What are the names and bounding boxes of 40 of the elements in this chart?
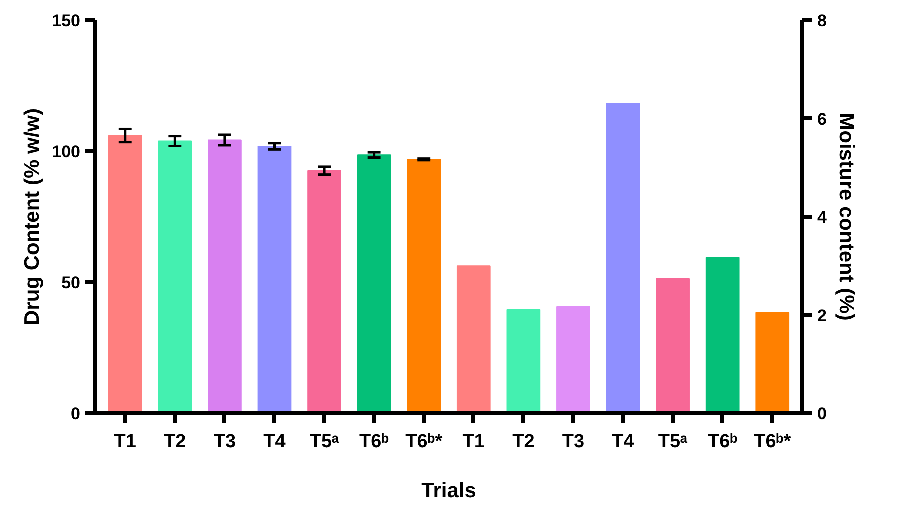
bar bbox=[208, 140, 242, 414]
bar bbox=[308, 170, 342, 414]
bar bbox=[407, 159, 442, 414]
bar bbox=[656, 278, 690, 414]
y2-tick-label: 4 bbox=[818, 208, 828, 227]
x-tick-label: T5ᵃ bbox=[658, 432, 689, 452]
x-tick-label: T1 bbox=[114, 432, 137, 452]
bar bbox=[556, 306, 590, 414]
bar bbox=[456, 266, 491, 414]
x-tick-label: T4 bbox=[264, 432, 286, 452]
y2-tick-label: 6 bbox=[818, 110, 827, 129]
y-tick-label: 0 bbox=[71, 404, 81, 424]
x-tick-label: T2 bbox=[512, 432, 535, 452]
x-tick-label: T6ᵇ* bbox=[754, 432, 792, 452]
x-tick-label: T6ᵇ* bbox=[406, 432, 444, 452]
x-tick-label: T6ᵇ bbox=[360, 432, 390, 452]
x-tick-label: T3 bbox=[562, 432, 585, 452]
y2-tick-label: 2 bbox=[818, 306, 827, 326]
y-axis-title: Drug Content (% w/w) bbox=[21, 108, 44, 326]
x-tick-label: T5ᵃ bbox=[310, 432, 340, 452]
bar bbox=[706, 257, 740, 414]
bar bbox=[357, 154, 392, 414]
y-tick-label: 100 bbox=[52, 142, 81, 162]
y2-tick-label: 0 bbox=[818, 404, 827, 424]
y-tick-label: 50 bbox=[62, 274, 81, 292]
x-tick-label: T3 bbox=[214, 432, 236, 452]
x-axis-title: Trials bbox=[422, 480, 476, 502]
y2-axis-title: Moisture content (%) bbox=[834, 113, 858, 321]
y2-tick-label: 8 bbox=[818, 12, 827, 30]
bar bbox=[258, 146, 292, 414]
bar bbox=[756, 312, 790, 414]
x-tick-label: T6ᵇ bbox=[708, 432, 738, 452]
bar bbox=[506, 309, 541, 414]
x-tick-label: T2 bbox=[164, 432, 186, 452]
bar bbox=[606, 103, 640, 414]
x-tick-label: T1 bbox=[462, 432, 486, 452]
bar bbox=[108, 135, 142, 414]
y-tick-label: 150 bbox=[52, 12, 81, 30]
x-tick-label: T4 bbox=[612, 432, 635, 452]
bar bbox=[158, 140, 192, 414]
